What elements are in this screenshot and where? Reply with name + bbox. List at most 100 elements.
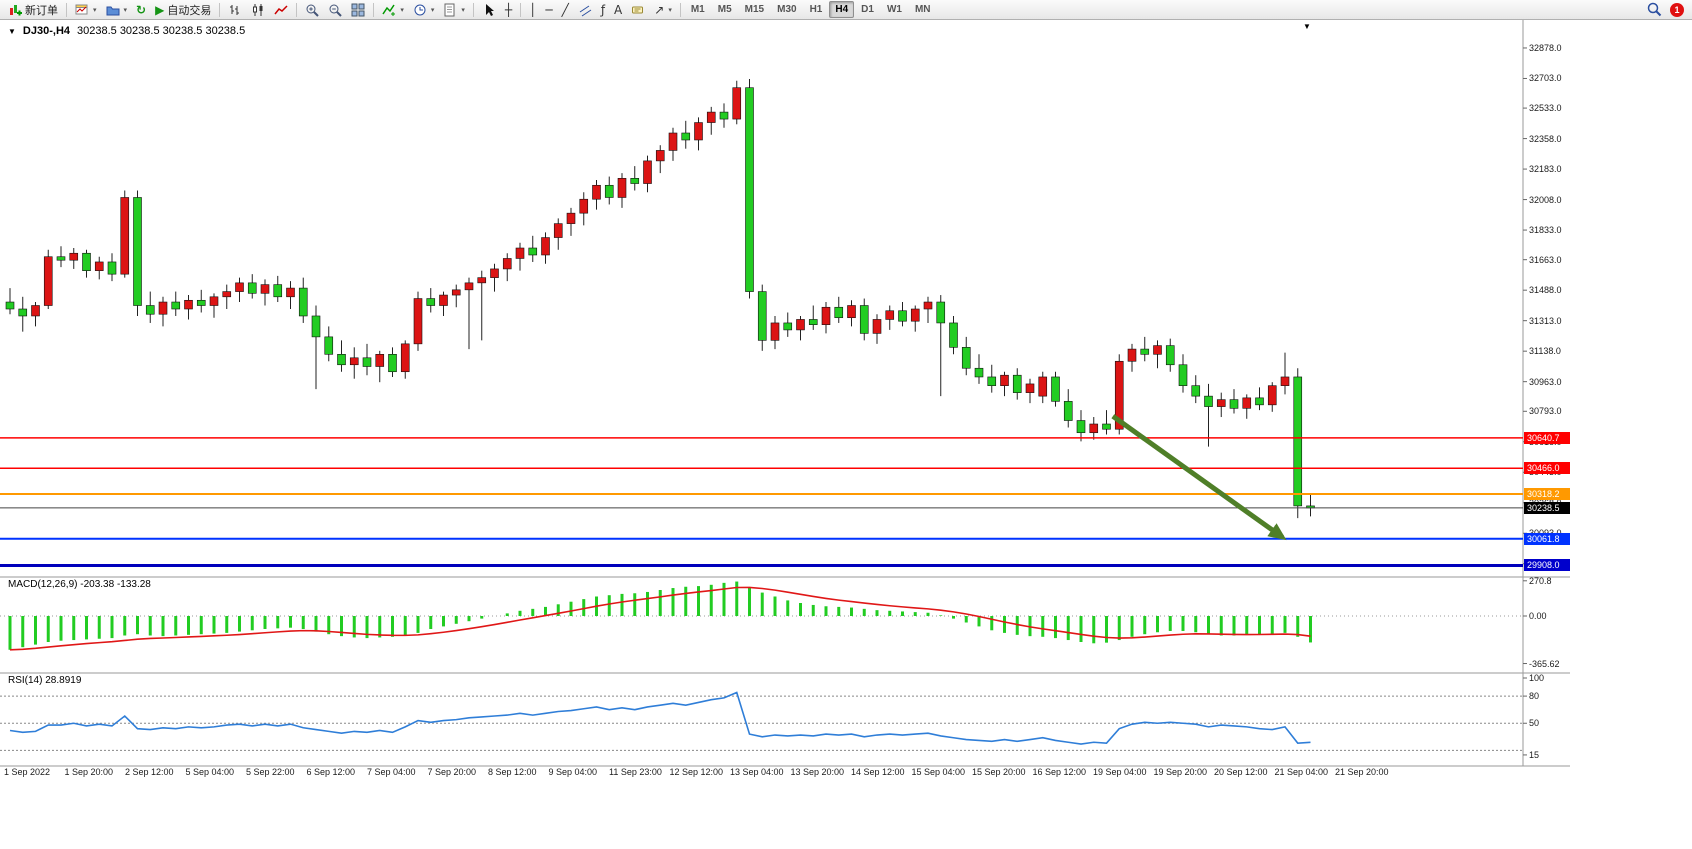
- tab-m30[interactable]: M30: [777, 4, 797, 15]
- profiles-button[interactable]: ▾: [102, 1, 132, 19]
- candle-body: [872, 319, 882, 334]
- candle-body: [974, 367, 984, 378]
- bar-chart-button[interactable]: [224, 1, 246, 19]
- notification-badge[interactable]: 1: [1670, 2, 1684, 17]
- tile-windows-button[interactable]: [347, 1, 369, 19]
- periods-button[interactable]: ▾: [409, 1, 439, 19]
- vertical-line-button[interactable]: │: [525, 1, 540, 19]
- tab-h1[interactable]: H1: [809, 4, 823, 15]
- candle-body: [158, 301, 168, 315]
- candle-body: [184, 299, 193, 310]
- chart-title: ▼ DJ30-,H4 30238.5 30238.5 30238.5 30238…: [8, 25, 245, 37]
- candle-body: [94, 261, 104, 271]
- fibonacci-button[interactable]: ƒ: [597, 1, 609, 19]
- ohlc-values: 30238.5 30238.5 30238.5 30238.5: [77, 25, 246, 37]
- toolbar: 新订单 ▾ ▾ ↻ ▶ 自动交易: [0, 0, 1692, 20]
- candle-body: [298, 287, 308, 317]
- cursor-button[interactable]: [478, 1, 500, 19]
- new-order-label: 新订单: [25, 4, 58, 17]
- candle-body: [145, 305, 155, 315]
- zoom-out-button[interactable]: [324, 1, 346, 19]
- candlestick-chart-button[interactable]: [247, 1, 269, 19]
- periods-caret: ▾: [430, 6, 435, 14]
- candle-body: [553, 223, 563, 238]
- candle-body: [949, 322, 958, 348]
- candle-body: [120, 197, 130, 275]
- candle-body: [1165, 345, 1175, 366]
- new-chart-icon: [75, 4, 88, 14]
- tab-w1[interactable]: W1: [886, 4, 902, 15]
- refresh-icon: ↻: [136, 2, 147, 17]
- tab-d1[interactable]: D1: [861, 4, 874, 15]
- auto-trading-label: 自动交易: [167, 4, 212, 17]
- tab-m1[interactable]: M1: [690, 4, 705, 15]
- tab-m5[interactable]: M5: [717, 4, 732, 15]
- new-order-button[interactable]: 新订单: [4, 1, 62, 19]
- macd-layer: [0, 581, 1523, 651]
- candle-body: [757, 291, 767, 341]
- candle-body: [426, 298, 436, 306]
- templates-icon: [444, 3, 455, 16]
- candle-body: [541, 237, 550, 256]
- toolbar-separator: [219, 2, 221, 17]
- rsi-layer: [0, 691, 1523, 751]
- channel-button[interactable]: [574, 1, 596, 19]
- candle-body: [1216, 399, 1226, 407]
- symbol-period-label: DJ30-,H4: [22, 25, 70, 37]
- candle-body: [847, 305, 856, 319]
- arrows-button[interactable]: ↗ ▾: [650, 1, 676, 19]
- collapse-ohlc-triangle[interactable]: ▼: [8, 26, 16, 36]
- chart-shift-marker-icon[interactable]: ▼: [1303, 22, 1311, 31]
- candle-body: [31, 305, 40, 317]
- candle-body: [171, 301, 181, 310]
- candle-body: [286, 287, 295, 298]
- trend-arrow[interactable]: [1111, 414, 1287, 541]
- crosshair-button[interactable]: ┼: [501, 1, 516, 19]
- candle-body: [923, 301, 933, 310]
- templates-button[interactable]: ▾: [439, 1, 469, 19]
- candle-body: [5, 301, 15, 310]
- candle-body: [1242, 397, 1252, 409]
- candle-body: [1102, 423, 1111, 430]
- auto-trading-button[interactable]: ▶ 自动交易: [151, 1, 215, 19]
- candle-body: [668, 132, 678, 151]
- vertical-line-icon: │: [529, 2, 537, 17]
- candle-body: [1191, 385, 1201, 397]
- candle-body: [43, 256, 53, 306]
- tab-m15[interactable]: M15: [744, 4, 765, 15]
- trendline-button[interactable]: ╱: [558, 1, 573, 19]
- candlestick-chart-icon: [253, 3, 263, 16]
- candle-body: [1089, 423, 1099, 434]
- line-chart-button[interactable]: [270, 1, 292, 19]
- horizontal-line-icon: ─: [545, 2, 553, 17]
- refresh-button[interactable]: ↻: [132, 1, 150, 19]
- tab-h4[interactable]: H4: [829, 1, 855, 18]
- indicators-button[interactable]: ▾: [378, 1, 408, 19]
- candle-body: [834, 306, 844, 319]
- candle-body: [821, 306, 831, 325]
- new-chart-button[interactable]: ▾: [71, 1, 101, 19]
- candle-body: [719, 111, 729, 120]
- arrows-icon: ↗: [654, 2, 665, 17]
- candle-body: [375, 354, 385, 367]
- candle-body: [1204, 395, 1213, 407]
- tab-mn[interactable]: MN: [914, 4, 931, 15]
- candle-body: [885, 310, 895, 320]
- text-label-icon: [632, 6, 644, 13]
- text-button[interactable]: A: [610, 1, 626, 19]
- macd-signal-line: [9, 586, 1311, 651]
- zoom-in-button[interactable]: [301, 1, 323, 19]
- auto-trading-icon: ▶: [155, 2, 165, 17]
- candle-body: [1229, 399, 1239, 409]
- candle-body: [1076, 420, 1086, 434]
- text-label-button[interactable]: [627, 1, 649, 19]
- candle-body: [1293, 376, 1303, 507]
- search-icon[interactable]: [1647, 2, 1662, 17]
- horizontal-line-button[interactable]: ─: [541, 1, 556, 19]
- candle-body: [1280, 376, 1290, 386]
- candle-body: [630, 178, 640, 184]
- candle-body: [324, 336, 334, 355]
- candle-body: [936, 301, 946, 324]
- candle-body: [655, 150, 665, 162]
